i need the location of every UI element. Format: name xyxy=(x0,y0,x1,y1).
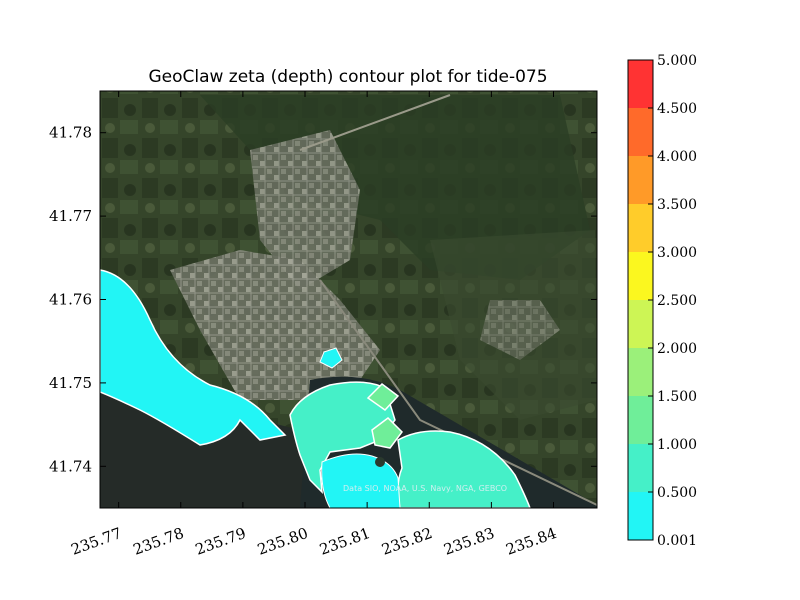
chart-title: GeoClaw zeta (depth) contour plot for ti… xyxy=(148,67,547,87)
colorbar-segment xyxy=(628,156,653,204)
plot-area: Data SIO, NOAA, U.S. Navy, NGA, GEBCO xyxy=(100,91,597,508)
colorbar-segment xyxy=(628,108,653,156)
colorbar-tick-label: 3.000 xyxy=(657,245,697,261)
x-tick-label: 235.78 xyxy=(131,524,186,559)
x-tick-label: 235.84 xyxy=(503,524,558,559)
colorbar-segment xyxy=(628,204,653,252)
y-tick-label: 41.78 xyxy=(49,124,92,142)
colorbar-segment xyxy=(628,60,653,108)
colorbar-segment xyxy=(628,348,653,396)
colorbar-tick-label: 2.000 xyxy=(657,341,697,357)
colorbar-tick-label: 0.500 xyxy=(657,485,697,501)
colorbar-tick-label: 1.500 xyxy=(657,389,697,405)
x-tick-label: 235.77 xyxy=(69,524,124,559)
colorbar: 0.001 0.500 1.000 1.500 2.000 2.500 3.000 3.500… xyxy=(627,53,697,549)
harbor-island xyxy=(375,457,385,467)
x-tick-label: 235.81 xyxy=(317,524,372,559)
colorbar-segment xyxy=(628,396,653,444)
basemap-attribution: Data SIO, NOAA, U.S. Navy, NGA, GEBCO xyxy=(343,484,507,493)
colorbar-tick-label: 2.500 xyxy=(657,293,697,309)
y-axis: 41.74 41.75 41.76 41.77 41.78 xyxy=(49,124,597,475)
colorbar-tick-label: 4.500 xyxy=(657,101,697,117)
x-tick-label: 235.80 xyxy=(255,524,310,559)
colorbar-tick-label: 5.000 xyxy=(657,53,697,69)
y-tick-label: 41.77 xyxy=(49,207,92,225)
x-tick-label: 235.79 xyxy=(193,524,248,559)
colorbar-segment xyxy=(628,252,653,300)
depth-region-inner-harbor xyxy=(366,383,403,449)
depth-region-west-shoreline xyxy=(100,269,287,446)
colorbar-tick-label: 1.000 xyxy=(657,437,697,453)
colorbar-segment xyxy=(628,444,653,492)
colorbar-segment xyxy=(628,300,653,348)
colorbar-tick-label: 0.001 xyxy=(657,533,697,549)
y-tick-label: 41.74 xyxy=(49,457,92,475)
y-tick-label: 41.76 xyxy=(49,291,92,309)
depth-region-channel xyxy=(321,453,401,508)
colorbar-tick-label: 4.000 xyxy=(657,149,697,165)
depth-contours xyxy=(100,269,531,508)
x-tick-label: 235.82 xyxy=(379,524,434,559)
colorbar-segment xyxy=(628,492,653,540)
x-tick-label: 235.83 xyxy=(441,524,496,559)
depth-region-inlet xyxy=(319,347,343,369)
colorbar-tick-label: 3.500 xyxy=(657,197,697,213)
y-tick-label: 41.75 xyxy=(49,374,92,392)
